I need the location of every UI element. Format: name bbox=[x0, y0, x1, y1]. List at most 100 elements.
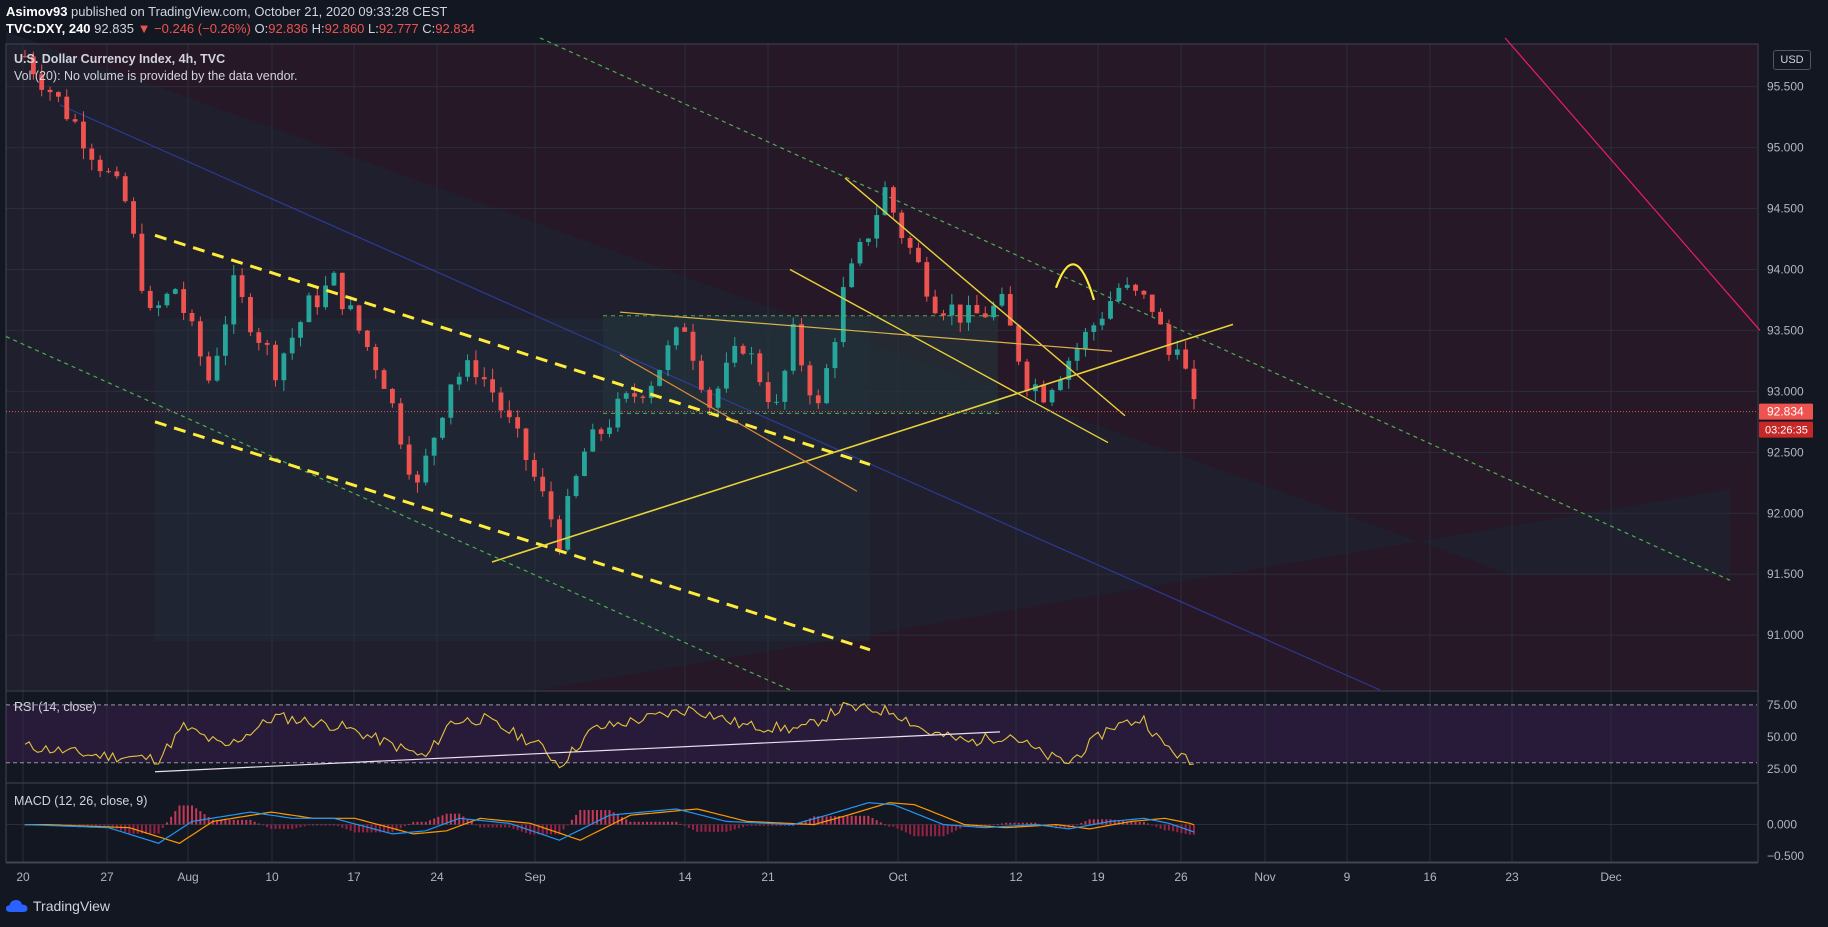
macd-hist-bar bbox=[111, 824, 114, 828]
macd-hist-bar bbox=[1134, 821, 1137, 825]
candle-body bbox=[339, 272, 345, 310]
macd-hist-bar bbox=[107, 824, 110, 826]
macd-hist-bar bbox=[1147, 823, 1150, 825]
macd-hist-bar bbox=[996, 824, 999, 826]
macd-hist-bar bbox=[608, 810, 611, 825]
candle-body bbox=[47, 89, 53, 93]
rsi-line bbox=[24, 701, 1195, 769]
macd-hist-bar bbox=[220, 819, 223, 825]
macd-hist-bar bbox=[1113, 819, 1116, 825]
candle-body bbox=[690, 331, 696, 361]
macd-hist-bar bbox=[758, 824, 761, 826]
macd-hist-bar bbox=[211, 819, 214, 825]
candle-body bbox=[214, 355, 220, 381]
macd-hist-bar bbox=[879, 822, 882, 825]
currency-button[interactable]: USD bbox=[1773, 50, 1811, 70]
candle-body bbox=[415, 474, 420, 483]
macd-hist-bar bbox=[1034, 822, 1037, 825]
candle-body bbox=[982, 313, 988, 318]
macd-hist-bar bbox=[358, 824, 360, 833]
macd-hist-bar bbox=[186, 805, 189, 825]
macd-hist-bar bbox=[199, 811, 202, 825]
macd-hist-bar bbox=[641, 821, 644, 825]
macd-hist-bar bbox=[537, 824, 540, 835]
macd-hist-bar bbox=[287, 824, 290, 829]
brand-label: TradingView bbox=[33, 898, 111, 914]
macd-hist-bar bbox=[245, 819, 248, 825]
macd-hist-bar bbox=[278, 824, 281, 829]
candle-body bbox=[807, 365, 813, 396]
candle-body bbox=[56, 92, 61, 97]
macd-hist-bar bbox=[499, 824, 502, 828]
macd-hist-bar bbox=[1138, 821, 1141, 825]
macd-hist-bar bbox=[216, 819, 219, 825]
macd-hist-bar bbox=[625, 819, 628, 825]
candle-body bbox=[966, 304, 971, 323]
candle-body bbox=[782, 370, 788, 402]
rsi-pane-title: RSI (14, close) bbox=[14, 700, 97, 714]
macd-hist-bar bbox=[257, 823, 260, 825]
candle-body bbox=[991, 305, 996, 318]
macd-hist-bar bbox=[1142, 821, 1145, 825]
macd-hist-bar bbox=[337, 824, 340, 827]
macd-hist-bar bbox=[1092, 819, 1095, 825]
tradingview-logo[interactable]: TradingView bbox=[6, 898, 110, 914]
macd-hist-bar bbox=[261, 824, 264, 826]
price-tick-label: 93.000 bbox=[1767, 384, 1804, 398]
candle-body bbox=[506, 410, 512, 418]
candle-body bbox=[206, 356, 212, 381]
chart-frame bbox=[5, 43, 1759, 863]
macd-hist-bar bbox=[687, 824, 690, 828]
candle-body bbox=[22, 56, 28, 58]
macd-hist-bar bbox=[403, 824, 406, 827]
macd-hist-bar bbox=[733, 824, 736, 830]
candle-body bbox=[164, 293, 170, 306]
macd-hist-bar bbox=[833, 816, 836, 825]
macd-hist-bar bbox=[871, 818, 874, 825]
macd-hist-bar bbox=[575, 814, 578, 825]
macd-hist-bar bbox=[437, 816, 440, 825]
macd-hist-bar bbox=[1030, 822, 1033, 825]
publisher-name[interactable]: Asimov93 bbox=[6, 4, 68, 19]
macd-hist-bar bbox=[157, 824, 160, 834]
candle-body bbox=[122, 176, 128, 202]
macd-hist-bar bbox=[395, 824, 398, 831]
candle-body bbox=[849, 263, 855, 288]
candle-body bbox=[540, 476, 546, 492]
low-value: 92.777 bbox=[378, 21, 419, 36]
macd-hist-bar bbox=[917, 824, 920, 837]
candle-body bbox=[1174, 349, 1180, 355]
price-tick-label: 93.500 bbox=[1767, 323, 1804, 337]
close-label: C: bbox=[422, 21, 436, 36]
macd-hist-bar bbox=[1076, 824, 1079, 826]
macd-hist-bar bbox=[328, 824, 331, 826]
macd-hist-bar bbox=[729, 824, 732, 831]
candle-body bbox=[932, 296, 938, 314]
macd-hist-bar bbox=[483, 824, 486, 828]
candle-body bbox=[648, 385, 654, 398]
macd-hist-bar bbox=[207, 816, 210, 825]
time-tick-label: Oct bbox=[889, 870, 908, 884]
candle-body bbox=[615, 398, 621, 428]
time-tick-label: Dec bbox=[1600, 870, 1621, 884]
candle-body bbox=[1091, 325, 1097, 332]
time-tick-label: Sep bbox=[524, 870, 546, 884]
candle-body bbox=[557, 519, 562, 550]
macd-hist-bar bbox=[241, 819, 244, 825]
candle-body bbox=[774, 401, 779, 403]
candle-body bbox=[531, 460, 537, 477]
time-tick-label: Aug bbox=[177, 870, 198, 884]
candle-body bbox=[899, 212, 905, 239]
macd-hist-bar bbox=[228, 819, 231, 825]
candle-body bbox=[72, 119, 78, 122]
macd-hist-bar bbox=[875, 820, 878, 825]
time-tick-label: 26 bbox=[1174, 870, 1188, 884]
macd-hist-bar bbox=[762, 824, 765, 826]
macd-hist-bar bbox=[103, 824, 106, 826]
candle-body bbox=[223, 324, 228, 356]
macd-hist-bar bbox=[466, 819, 469, 825]
macd-hist-bar bbox=[161, 824, 164, 829]
macd-hist-bar bbox=[570, 819, 573, 825]
desc-channel-upper bbox=[154, 233, 871, 466]
